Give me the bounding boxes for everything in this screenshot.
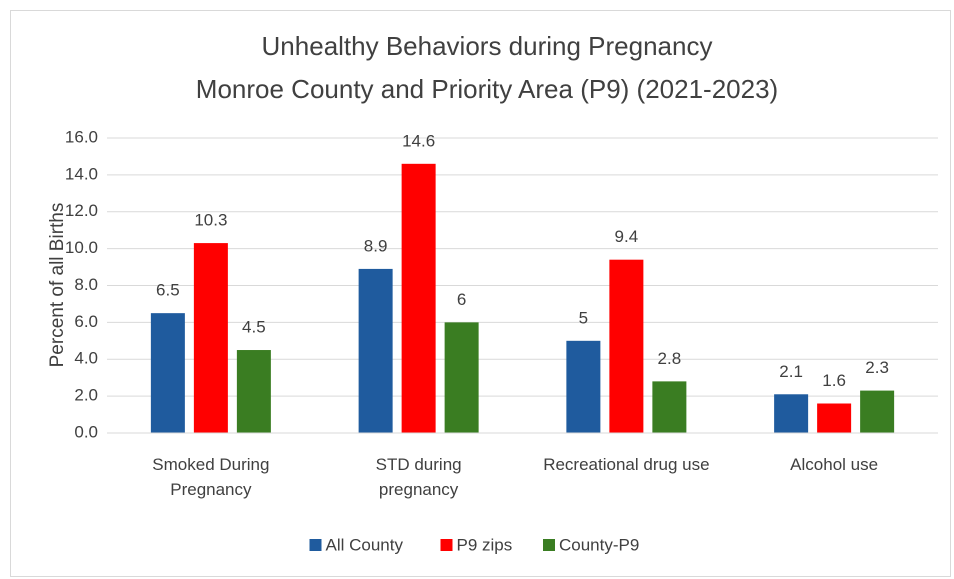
legend-label: All County: [326, 535, 404, 554]
data-label: 6.5: [156, 281, 180, 300]
bar: [358, 268, 393, 433]
y-tick-label: 6.0: [74, 312, 98, 331]
y-tick-label: 2.0: [74, 386, 98, 405]
data-label: 2.8: [658, 349, 682, 368]
y-tick-label: 12.0: [65, 201, 98, 220]
data-label: 6: [457, 290, 466, 309]
chart-title: Unhealthy Behaviors during Pregnancy: [262, 31, 713, 61]
y-axis-label: Percent of all Births: [47, 203, 68, 368]
data-label: 9.4: [615, 227, 639, 246]
legend-swatch: [440, 539, 453, 551]
legend-label: P9 zips: [457, 535, 513, 554]
bar: [401, 163, 436, 433]
data-label: 14.6: [402, 131, 435, 150]
legend-swatch: [543, 539, 555, 551]
y-tick-label: 14.0: [65, 164, 98, 183]
data-label: 8.9: [364, 236, 388, 255]
data-label: 2.3: [865, 358, 889, 377]
legend-label: County-P9: [559, 535, 639, 554]
x-tick-label: Recreational drug use: [543, 455, 710, 474]
legend-swatch: [309, 539, 322, 551]
y-tick-label: 0.0: [74, 422, 98, 441]
bar: [444, 322, 479, 433]
y-tick-label: 8.0: [74, 275, 98, 294]
x-tick-label: Alcohol use: [790, 455, 879, 474]
data-label: 10.3: [194, 211, 227, 230]
bar: [817, 403, 852, 433]
y-tick-label: 10.0: [65, 238, 98, 257]
bar: [193, 243, 228, 433]
bar: [652, 381, 687, 433]
bar: [860, 390, 895, 433]
x-tick-label: Smoked During Pregnancy: [152, 455, 270, 499]
chart-subtitle: Monroe County and Priority Area (P9) (20…: [196, 74, 778, 104]
bar: [236, 350, 271, 433]
data-label: 1.6: [822, 371, 846, 390]
y-tick-label: 16.0: [65, 127, 98, 146]
bar: [150, 313, 185, 433]
chart-border: [10, 10, 951, 577]
data-label: 5: [579, 308, 588, 327]
x-tick-label: STD during pregnancy: [375, 455, 462, 499]
bar: [609, 259, 644, 433]
bar: [774, 394, 809, 433]
bar: [566, 340, 601, 433]
data-label: 4.5: [242, 318, 266, 337]
data-label: 2.1: [779, 362, 803, 381]
y-tick-label: 4.0: [74, 349, 98, 368]
